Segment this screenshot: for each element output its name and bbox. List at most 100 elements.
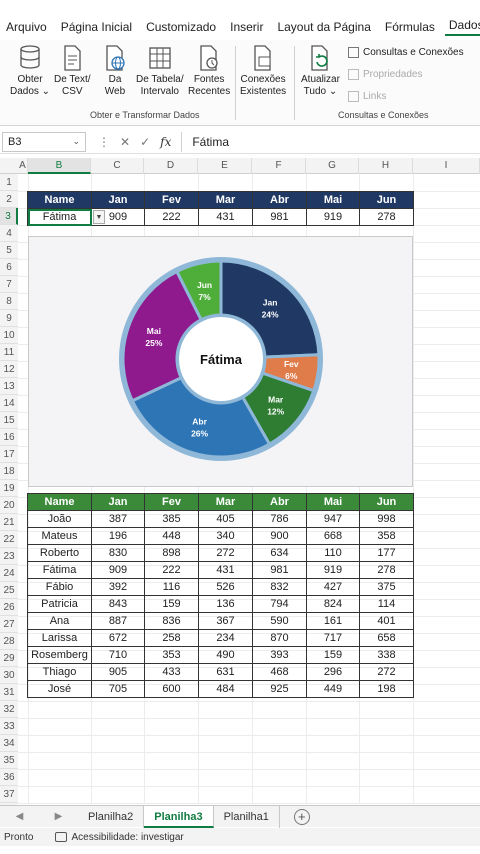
row-header[interactable]: 30 [0, 667, 18, 684]
name-cell[interactable]: João [27, 510, 92, 528]
table-cell[interactable]: 981 [252, 208, 307, 226]
table-header-cell[interactable]: Name [27, 493, 92, 511]
value-cell[interactable]: 526 [198, 578, 253, 596]
row-header[interactable]: 10 [0, 327, 18, 344]
column-header-a[interactable]: A [18, 158, 28, 174]
table-header-cell[interactable]: Jun [359, 191, 414, 209]
column-header-c[interactable]: C [91, 158, 144, 174]
row-header[interactable]: 1 [0, 174, 18, 191]
doughnut-chart[interactable]: Jan 24% Fev 6% Mar 12% Abr 26% Mai 25% Jun 7% Fátima [28, 236, 413, 487]
chevron-down-icon[interactable]: ▼ [93, 210, 105, 224]
row-header[interactable]: 29 [0, 650, 18, 667]
scroll-left-icon[interactable]: ◀ [15, 811, 24, 822]
name-cell[interactable]: José [27, 680, 92, 698]
value-cell[interactable]: 258 [144, 629, 199, 647]
value-cell[interactable]: 710 [91, 646, 145, 664]
value-cell[interactable]: 427 [306, 578, 360, 596]
sheet-tab-planilha3[interactable]: Planilha3 [144, 805, 214, 828]
atualizar-tudo-button[interactable]: Atualizar Tudo ⌄ [301, 44, 340, 98]
row-header[interactable]: 11 [0, 344, 18, 361]
propriedades-button[interactable]: Propriedades [348, 69, 422, 80]
value-cell[interactable]: 794 [252, 595, 307, 613]
table-header-cell[interactable]: Fev [144, 191, 199, 209]
tab-formulas[interactable]: Fórmulas [384, 20, 435, 34]
column-header-g[interactable]: G [306, 158, 359, 174]
value-cell[interactable]: 832 [252, 578, 307, 596]
text-csv-button[interactable]: De Text/ CSV [54, 44, 91, 98]
row-header[interactable]: 6 [0, 259, 18, 276]
insert-function-icon[interactable]: fx [160, 134, 172, 149]
value-cell[interactable]: 947 [306, 510, 360, 528]
row-header[interactable]: 19 [0, 480, 18, 497]
value-cell[interactable]: 898 [144, 544, 199, 562]
value-cell[interactable]: 786 [252, 510, 307, 528]
row-header[interactable]: 3 [0, 208, 18, 225]
value-cell[interactable]: 484 [198, 680, 253, 698]
table-header-cell[interactable]: Mar [198, 493, 253, 511]
tab-pagina-inicial[interactable]: Página Inicial [60, 20, 133, 34]
value-cell[interactable]: 198 [359, 680, 414, 698]
row-header[interactable]: 26 [0, 599, 18, 616]
accessibility-status[interactable]: Acessibilidade: investigar [55, 832, 184, 843]
row-header[interactable]: 27 [0, 616, 18, 633]
tab-inserir[interactable]: Inserir [230, 20, 264, 34]
row-header[interactable]: 9 [0, 310, 18, 327]
value-cell[interactable]: 385 [144, 510, 199, 528]
tab-customizado[interactable]: Customizado [146, 20, 217, 34]
row-header[interactable]: 8 [0, 293, 18, 310]
chevron-down-icon[interactable]: ⌄ [72, 136, 80, 146]
sheet-tab-planilha1[interactable]: Planilha1 [214, 805, 280, 828]
row-header[interactable]: 4 [0, 225, 18, 242]
value-cell[interactable]: 870 [252, 629, 307, 647]
value-cell[interactable]: 925 [252, 680, 307, 698]
value-cell[interactable]: 387 [91, 510, 145, 528]
value-cell[interactable]: 177 [359, 544, 414, 562]
value-cell[interactable]: 981 [252, 561, 307, 579]
value-cell[interactable]: 136 [198, 595, 253, 613]
value-cell[interactable]: 634 [252, 544, 307, 562]
row-header[interactable]: 15 [0, 412, 18, 429]
value-cell[interactable]: 196 [91, 527, 145, 545]
value-cell[interactable]: 375 [359, 578, 414, 596]
name-cell[interactable]: Roberto [27, 544, 92, 562]
doughnut-slice-mai[interactable] [121, 269, 204, 403]
value-cell[interactable]: 449 [306, 680, 360, 698]
value-cell[interactable]: 405 [198, 510, 253, 528]
value-cell[interactable]: 998 [359, 510, 414, 528]
value-cell[interactable]: 159 [144, 595, 199, 613]
value-cell[interactable]: 272 [359, 663, 414, 681]
row-header[interactable]: 21 [0, 514, 18, 531]
table-header-cell[interactable]: Mar [198, 191, 253, 209]
row-header[interactable]: 12 [0, 361, 18, 378]
value-cell[interactable]: 843 [91, 595, 145, 613]
value-cell[interactable]: 830 [91, 544, 145, 562]
value-cell[interactable]: 161 [306, 612, 360, 630]
value-cell[interactable]: 272 [198, 544, 253, 562]
row-header[interactable]: 37 [0, 786, 18, 803]
confirm-icon[interactable]: ✓ [140, 134, 151, 149]
row-header[interactable]: 14 [0, 395, 18, 412]
row-header[interactable]: 25 [0, 582, 18, 599]
value-cell[interactable]: 110 [306, 544, 360, 562]
value-cell[interactable]: 296 [306, 663, 360, 681]
value-cell[interactable]: 159 [306, 646, 360, 664]
doughnut-slice-jun[interactable] [174, 259, 223, 322]
value-cell[interactable]: 836 [144, 612, 199, 630]
value-cell[interactable]: 340 [198, 527, 253, 545]
add-sheet-icon[interactable]: + [293, 808, 310, 825]
value-cell[interactable]: 114 [359, 595, 414, 613]
value-cell[interactable]: 824 [306, 595, 360, 613]
row-header[interactable]: 17 [0, 446, 18, 463]
row-header[interactable]: 18 [0, 463, 18, 480]
value-cell[interactable]: 900 [252, 527, 307, 545]
row-header[interactable]: 16 [0, 429, 18, 446]
formula-input[interactable]: Fátima [181, 131, 229, 152]
value-cell[interactable]: 278 [359, 561, 414, 579]
value-cell[interactable]: 234 [198, 629, 253, 647]
value-cell[interactable]: 116 [144, 578, 199, 596]
tab-dados[interactable]: Dados [444, 18, 480, 36]
table-header-cell[interactable]: Abr [252, 191, 307, 209]
tab-arquivo[interactable]: Arquivo [6, 20, 47, 34]
value-cell[interactable]: 392 [91, 578, 145, 596]
name-cell[interactable]: Rosemberg [27, 646, 92, 664]
